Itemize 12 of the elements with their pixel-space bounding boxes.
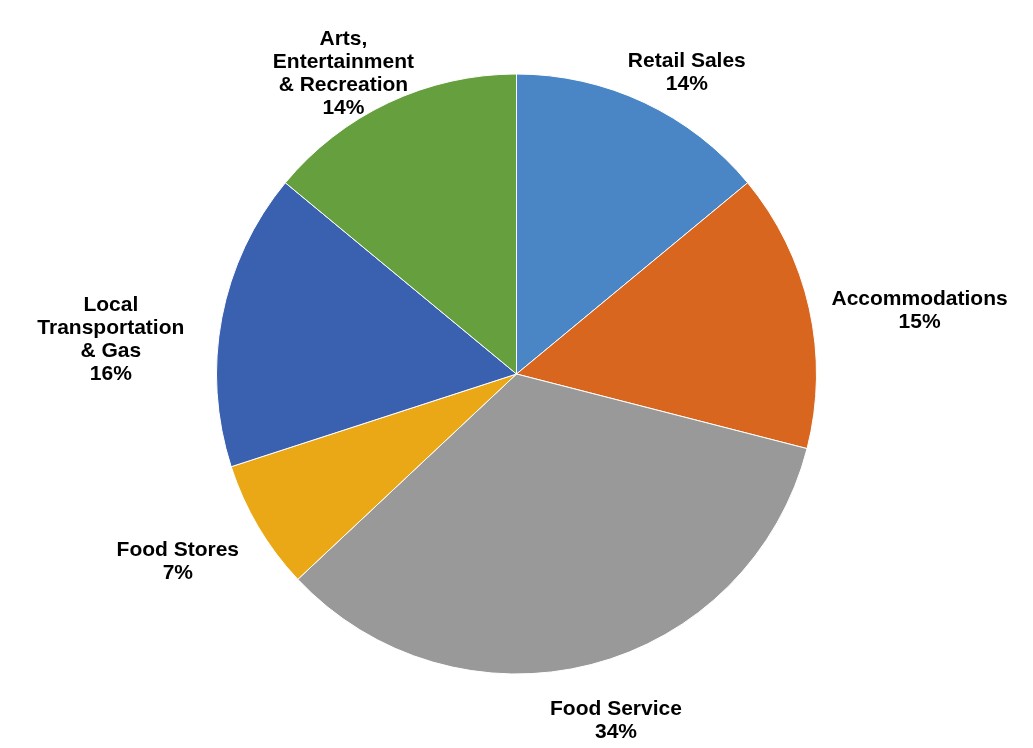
data-label: 16%: [89, 360, 133, 384]
slice-label: Food Service: [550, 696, 682, 720]
data-label: 14%: [322, 95, 365, 119]
data-label: 7%: [162, 560, 194, 584]
slice-label: Arts, Entertainment & Recreation: [272, 26, 415, 96]
slice-label: Accommodations: [831, 285, 1008, 309]
slice-label: Food Stores: [116, 537, 240, 561]
slice-label: Local Transportation & Gas: [37, 291, 185, 361]
data-label: 34%: [594, 719, 638, 743]
slice-label: Retail Sales: [627, 47, 746, 71]
data-label: 14%: [665, 70, 709, 94]
data-label: 15%: [898, 308, 941, 332]
